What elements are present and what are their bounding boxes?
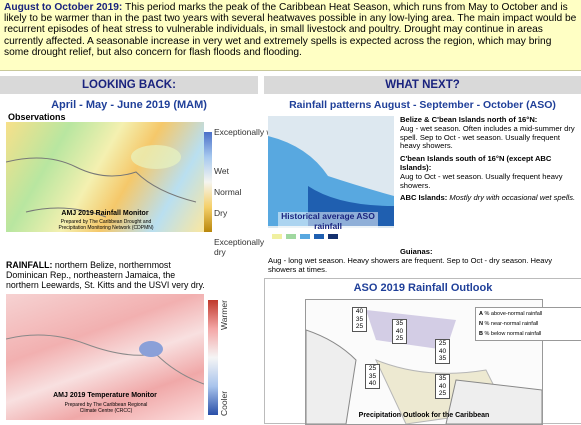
outlook-box: 40 35 25 — [352, 307, 367, 332]
note: C'bean Islands south of 16°N (except ABC… — [400, 154, 578, 190]
intro: August to October 2019: This period mark… — [0, 0, 581, 71]
legend-swatches — [272, 234, 338, 239]
legend-text: % below normal rainfall — [484, 331, 542, 337]
observations-label: Observations — [8, 112, 66, 122]
outlook-value: 25 — [438, 340, 447, 347]
note-text: Aug - wet season. Often includes a mid-s… — [400, 123, 575, 151]
outlook-value: 40 — [438, 382, 447, 390]
outlook-title: ASO 2019 Rainfall Outlook — [353, 282, 493, 294]
rain-legend-4: Dry — [214, 208, 228, 218]
outlook-legend: A % above-normal rainfall N % near-norma… — [475, 307, 581, 341]
note: Belize & C'bean Islands north of 16°N: Au… — [400, 115, 578, 151]
outlook-value: 40 — [368, 380, 377, 387]
outlook-legend-item: B % below normal rainfall — [479, 331, 542, 337]
outlook-box: 35 40 25 — [392, 319, 407, 344]
outlook-box: 25 35 40 — [365, 364, 380, 389]
rain-legend-5: Exceptionally dry — [214, 237, 265, 257]
map1-credit: Prepared by The Caribbean Drought and Pr… — [58, 219, 154, 231]
outlook-legend-item: N % near-normal rainfall — [479, 321, 539, 327]
outlook-box: 35 40 25 — [435, 374, 450, 399]
map-outline — [6, 145, 197, 218]
note-text: Aug - long wet season. Heavy showers are… — [268, 255, 553, 274]
rain-legend-3: Normal — [214, 187, 242, 197]
outlook-value: 40 — [355, 308, 364, 315]
rain-legend-bar — [204, 132, 212, 232]
outlook-value: 25 — [395, 335, 404, 342]
map2-caption: AMJ 2019 Temperature Monitor — [53, 392, 157, 399]
note-region: ABC Islands: — [400, 193, 448, 203]
notes: Belize & C'bean Islands north of 16°N: Au… — [400, 115, 578, 203]
rainfall-summary: RAINFALL: northern Belize, northernmost … — [6, 260, 206, 290]
outlook-value: 35 — [438, 355, 447, 362]
rain-legend-2: Wet — [214, 166, 229, 176]
outlook-value: 25 — [368, 365, 377, 372]
note-region: Guianas: — [400, 247, 433, 256]
outlook-value: 40 — [438, 347, 447, 355]
left-header: LOOKING BACK: — [0, 76, 258, 94]
outlook-value: 40 — [395, 327, 404, 335]
outlook-value: 35 — [355, 315, 364, 323]
outlook-box: 25 40 35 — [435, 339, 450, 364]
note-guianas: Guianas: Aug - long wet season. Heavy sho… — [268, 247, 578, 274]
note-region: C'bean Islands south of 16°N (except ABC… — [400, 154, 552, 172]
note-text: Aug to Oct - wet season. Usually frequen… — [400, 171, 563, 190]
outlook-value: 25 — [438, 390, 447, 397]
outlook-caption: Precipitation Outlook for the Caribbean — [358, 412, 490, 419]
outlook-value: 25 — [355, 323, 364, 330]
map-shapes — [268, 136, 394, 252]
outlook-value: 35 — [438, 375, 447, 382]
intro-text: This period marks the peak of the Caribb… — [4, 2, 577, 58]
map-outline — [6, 334, 204, 385]
temperature-monitor-map: AMJ 2019 Temperature Monitor Prepared by… — [6, 294, 204, 420]
note-region: Belize & C'bean Islands north of 16°N: — [400, 115, 538, 124]
note-text: Mostly dry with occasional wet spells. — [449, 193, 576, 203]
intro-heading: August to October 2019: — [4, 2, 123, 13]
rainfall-heading: RAINFALL: — [6, 260, 53, 270]
legend-text: % near-normal rainfall — [484, 321, 539, 327]
temp-legend-cool: Cooler — [219, 390, 229, 416]
legend-text: % above-normal rainfall — [484, 311, 543, 317]
outlook-value: 35 — [395, 320, 404, 327]
rainfall-text: northern Belize, northernmost Dominican … — [6, 260, 205, 290]
right-header: WHAT NEXT? — [264, 76, 581, 94]
outlook-value: 35 — [368, 372, 377, 380]
map1-caption: AMJ 2019 Rainfall Monitor — [61, 210, 149, 217]
map2-credit: Prepared by The Caribbean Regional Clima… — [64, 402, 148, 414]
temp-legend-bar — [208, 300, 218, 415]
note: ABC Islands: Mostly dry with occasional … — [400, 193, 578, 203]
left-title: April - May - June 2019 (MAM) — [51, 99, 207, 111]
right-title: Rainfall patterns August - September - O… — [289, 99, 556, 111]
map-label: Historical average ASO rainfall — [278, 211, 378, 231]
rainfall-monitor-map: AMJ 2019 Rainfall Monitor Prepared by Th… — [6, 122, 204, 232]
outlook-panel: ASO 2019 Rainfall Outlook Precipitation … — [264, 278, 581, 425]
rain-legend-1: Exceptionally wet — [214, 127, 280, 137]
outlook-legend-item: A % above-normal rainfall — [479, 311, 543, 317]
aso-rainfall-map: Historical average ASO rainfall — [268, 116, 394, 252]
temp-legend-warm: Warmer — [219, 300, 229, 330]
outlook-map: Precipitation Outlook for the Caribbean — [305, 299, 543, 425]
